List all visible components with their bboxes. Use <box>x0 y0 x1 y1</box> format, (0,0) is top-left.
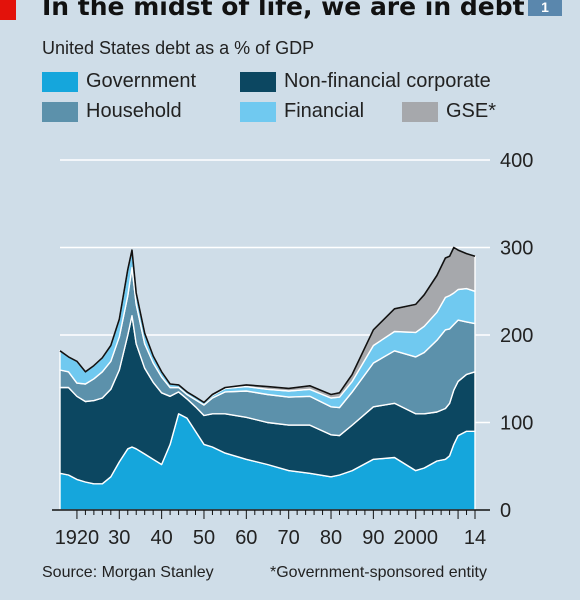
area-series <box>59 246 476 511</box>
legend-item-non-financial-corporate: Non-financial corporate <box>240 70 491 93</box>
legend-swatch-financial <box>240 101 276 122</box>
x-tick-label-70: 70 <box>278 527 300 549</box>
legend-item-gse: GSE* <box>402 100 496 123</box>
legend-item-household: Household <box>42 100 182 123</box>
x-tick-label-80: 80 <box>320 527 342 549</box>
legend-label-gse: GSE* <box>446 100 497 122</box>
x-tick-label-90: 90 <box>362 527 384 549</box>
source-note: Source: Morgan Stanley <box>42 564 214 581</box>
x-tick-label-1920: 1920 <box>55 527 100 549</box>
x-tick-label-14: 14 <box>464 527 486 549</box>
axes: 1920 30 40 50 60 70 80 90 2000 14 <box>52 509 490 549</box>
chart-number-badge: 1 <box>528 0 562 16</box>
x-tick-label-60: 60 <box>235 527 257 549</box>
total-outline <box>59 246 476 404</box>
x-tick-label-30: 30 <box>108 527 130 549</box>
legend-label-government: Government <box>86 70 197 92</box>
y-tick-label-0: 0 <box>500 500 511 522</box>
y-tick-label-100: 100 <box>500 413 533 435</box>
x-tick-label-2000: 2000 <box>393 527 438 549</box>
legend-swatch-government <box>42 71 78 92</box>
economist-red-tab <box>0 0 16 20</box>
legend-item-financial: Financial <box>240 100 364 123</box>
x-tick-label-40: 40 <box>151 527 173 549</box>
stacked-area-chart: 0 100 200 300 400 1920 30 40 50 60 70 80 90 2000 14 <box>52 150 533 549</box>
legend-swatch-household <box>42 101 78 122</box>
footnote: *Government-sponsored entity <box>270 564 487 581</box>
y-tick-label-400: 400 <box>500 150 533 172</box>
legend-label-financial: Financial <box>284 100 365 122</box>
legend-swatch-gse <box>402 101 438 122</box>
legend: Government Non-financial corporate House… <box>42 70 562 130</box>
legend-item-government: Government <box>42 70 196 93</box>
x-tick-label-50: 50 <box>193 527 215 549</box>
legend-label-household: Household <box>86 100 182 122</box>
y-tick-label-300: 300 <box>500 238 533 260</box>
y-tick-label-200: 200 <box>500 325 533 347</box>
legend-label-non-financial-corporate: Non-financial corporate <box>284 70 491 92</box>
chart-title: In the midst of life, we are in debt <box>42 0 525 21</box>
legend-swatch-non-financial-corporate <box>240 71 276 92</box>
chart-subtitle: United States debt as a % of GDP <box>42 38 315 58</box>
